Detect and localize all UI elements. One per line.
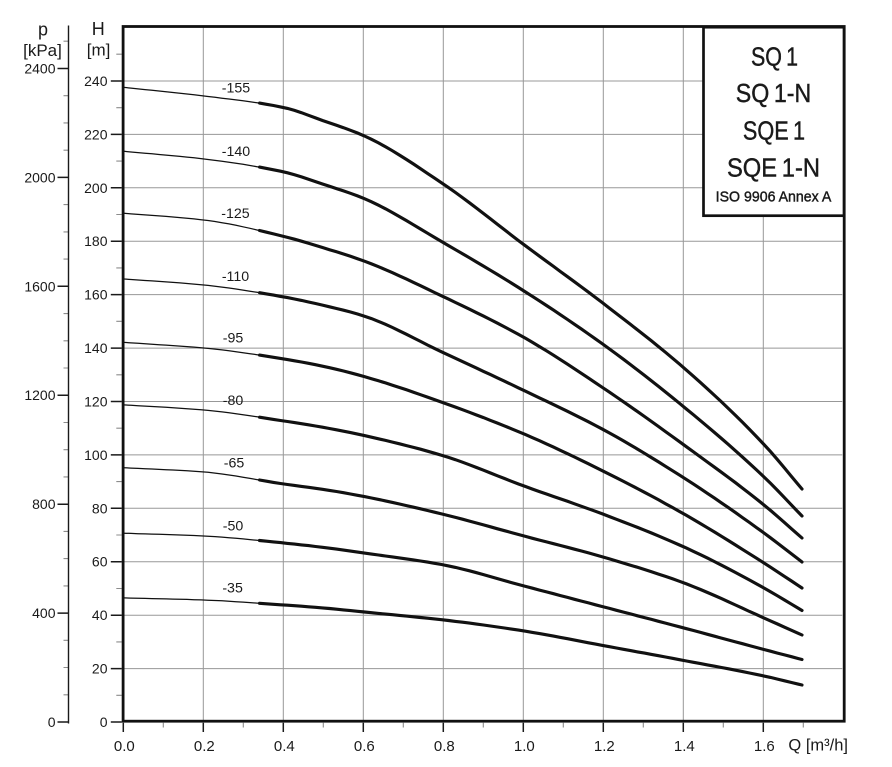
svg-text:-125: -125 xyxy=(221,206,250,222)
svg-text:400: 400 xyxy=(32,605,56,621)
svg-text:1.6: 1.6 xyxy=(754,738,775,755)
svg-text:220: 220 xyxy=(84,126,108,142)
svg-text:20: 20 xyxy=(92,661,108,677)
svg-text:-35: -35 xyxy=(222,581,243,597)
svg-text:1600: 1600 xyxy=(24,278,55,294)
svg-text:Q [m³/h]: Q [m³/h] xyxy=(788,737,848,755)
svg-text:SQE 1-N: SQE 1-N xyxy=(727,155,820,183)
svg-text:0.4: 0.4 xyxy=(274,738,295,755)
svg-text:80: 80 xyxy=(92,500,108,516)
svg-text:120: 120 xyxy=(84,393,108,409)
svg-text:p: p xyxy=(38,20,48,40)
svg-text:40: 40 xyxy=(92,607,108,623)
svg-text:ISO 9906 Annex A: ISO 9906 Annex A xyxy=(716,189,832,205)
svg-text:160: 160 xyxy=(84,287,108,303)
svg-text:[m]: [m] xyxy=(87,41,111,60)
svg-text:100: 100 xyxy=(84,447,108,463)
svg-text:1.0: 1.0 xyxy=(514,738,535,755)
svg-text:1200: 1200 xyxy=(24,387,55,403)
svg-text:-50: -50 xyxy=(223,519,244,535)
svg-text:-110: -110 xyxy=(222,269,249,285)
svg-text:-155: -155 xyxy=(222,81,251,97)
svg-text:[kPa]: [kPa] xyxy=(23,41,62,60)
svg-text:200: 200 xyxy=(84,180,108,196)
svg-text:SQE 1: SQE 1 xyxy=(743,118,805,146)
svg-text:1.2: 1.2 xyxy=(594,738,615,755)
svg-text:800: 800 xyxy=(32,496,56,512)
svg-text:-140: -140 xyxy=(222,144,251,160)
svg-text:2400: 2400 xyxy=(24,60,55,76)
svg-text:2000: 2000 xyxy=(24,169,55,185)
svg-text:0: 0 xyxy=(48,714,56,730)
svg-text:0.6: 0.6 xyxy=(354,738,375,755)
svg-text:-80: -80 xyxy=(223,393,244,409)
svg-text:0: 0 xyxy=(100,714,108,730)
svg-text:-95: -95 xyxy=(223,331,244,347)
svg-text:-65: -65 xyxy=(224,456,245,472)
svg-text:140: 140 xyxy=(84,340,108,356)
svg-text:0.2: 0.2 xyxy=(194,738,215,755)
svg-text:240: 240 xyxy=(84,73,108,89)
svg-text:SQ 1: SQ 1 xyxy=(751,43,798,71)
svg-text:60: 60 xyxy=(92,554,108,570)
svg-text:180: 180 xyxy=(84,233,108,249)
svg-text:0.8: 0.8 xyxy=(434,738,455,755)
svg-text:SQ 1-N: SQ 1-N xyxy=(736,80,812,108)
svg-text:0.0: 0.0 xyxy=(114,738,135,755)
svg-text:1.4: 1.4 xyxy=(674,738,695,755)
svg-text:H: H xyxy=(92,19,105,39)
